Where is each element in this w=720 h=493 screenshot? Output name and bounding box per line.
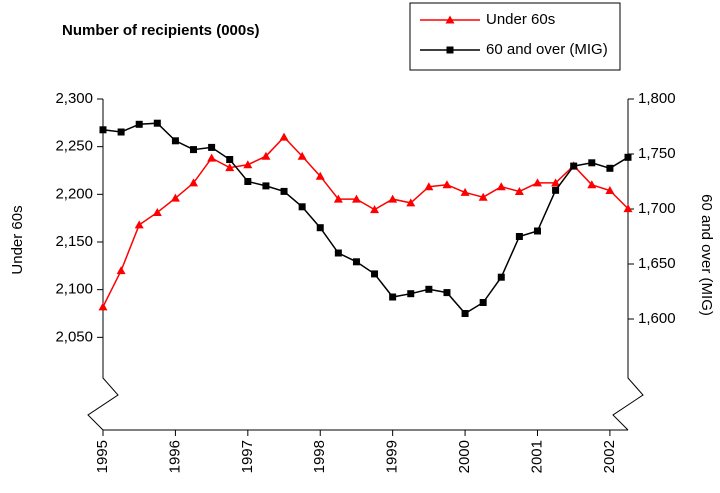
x-tick-label: 1997 <box>239 440 256 473</box>
data-point <box>406 198 416 207</box>
data-point <box>208 143 216 151</box>
y2-axis <box>612 99 644 431</box>
y2-tick-label: 1,600 <box>638 310 676 327</box>
y-tick-label: 2,250 <box>55 138 93 155</box>
data-point <box>261 151 271 160</box>
data-point <box>624 153 632 161</box>
data-point <box>315 171 325 180</box>
legend-label: Under 60s <box>486 11 555 28</box>
y-tick-label: 2,050 <box>55 328 93 345</box>
y-tick-label: 2,100 <box>55 281 93 298</box>
data-point <box>170 193 180 202</box>
data-point <box>389 293 397 301</box>
data-point <box>478 192 488 201</box>
data-point <box>333 194 343 203</box>
y2-tick-label: 1,650 <box>638 255 676 272</box>
data-point <box>152 207 162 216</box>
data-point <box>171 137 179 145</box>
data-point <box>514 186 524 195</box>
data-point <box>352 258 360 266</box>
data-point <box>442 180 452 189</box>
data-point <box>334 249 342 257</box>
x-tick-label: 2001 <box>528 440 545 473</box>
data-point <box>134 220 144 229</box>
data-point <box>460 187 470 196</box>
x-tick-label: 1995 <box>94 440 111 473</box>
data-point <box>153 119 161 127</box>
data-point <box>588 159 596 167</box>
axes <box>87 99 644 431</box>
legend-marker <box>446 46 454 54</box>
data-point <box>605 186 615 195</box>
data-point <box>207 153 217 162</box>
data-point <box>189 178 199 187</box>
x-tick-label: 1996 <box>166 440 183 473</box>
y2-tick-label: 1,700 <box>638 200 676 217</box>
data-point <box>370 205 380 214</box>
data-point <box>479 299 487 306</box>
data-point <box>226 156 234 163</box>
data-point <box>407 290 415 298</box>
data-point <box>117 128 125 136</box>
x-tick-label: 1999 <box>384 440 401 473</box>
x-tick-label: 2000 <box>456 440 473 473</box>
y2-tick-label: 1,750 <box>638 145 676 162</box>
data-point <box>606 164 614 172</box>
y-tick-label: 2,200 <box>55 185 93 202</box>
data-point <box>388 194 398 203</box>
data-point <box>351 194 361 203</box>
data-point <box>515 233 523 240</box>
data-point <box>551 178 561 187</box>
y2-tick-label: 1,800 <box>638 90 676 107</box>
data-point <box>461 310 469 317</box>
data-point <box>280 187 288 195</box>
legend-label: 60 and over (MIG) <box>486 41 608 58</box>
y-tick-label: 2,150 <box>55 233 93 250</box>
data-point <box>279 132 289 141</box>
data-point <box>297 151 307 160</box>
chart-title: Number of recipients (000s) <box>62 22 260 39</box>
data-point <box>497 273 505 281</box>
legend-box <box>409 2 621 71</box>
data-point <box>424 182 434 191</box>
data-point <box>98 302 108 311</box>
y-axis <box>87 99 119 431</box>
data-point <box>116 266 126 275</box>
x-tick-label: 2002 <box>601 440 618 473</box>
data-point <box>552 186 560 194</box>
data-point <box>298 203 306 211</box>
data-point <box>243 160 253 169</box>
data-point <box>244 178 252 185</box>
series-line <box>102 136 629 308</box>
x-tick-label: 1998 <box>311 440 328 473</box>
data-point <box>443 289 451 297</box>
data-point <box>425 285 433 293</box>
data-point <box>99 126 107 134</box>
data-point <box>570 162 578 170</box>
legend-marker <box>445 15 455 24</box>
y-tick-label: 2,300 <box>55 90 93 107</box>
data-point <box>316 224 324 232</box>
data-point <box>532 178 542 187</box>
y-axis-label: Under 60s <box>9 205 26 274</box>
data-point <box>587 180 597 189</box>
data-point <box>623 204 633 213</box>
series-line <box>102 122 629 315</box>
y2-axis-label: 60 and over (MIG) <box>698 194 715 316</box>
data-point <box>533 227 541 235</box>
data-point <box>496 182 506 191</box>
data-point <box>135 120 143 128</box>
data-point <box>190 146 198 154</box>
data-point <box>225 163 235 172</box>
data-point <box>371 270 379 278</box>
data-point <box>262 182 270 190</box>
